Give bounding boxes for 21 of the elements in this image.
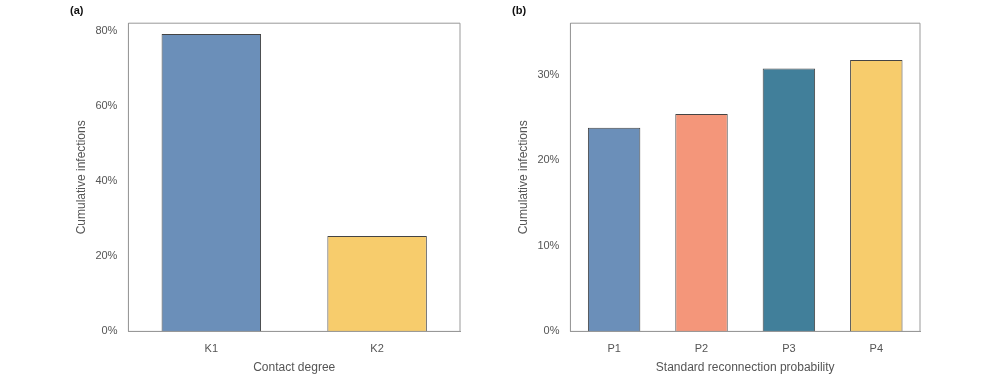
x-tick-label: P3	[782, 342, 796, 355]
x-tick-label: P4	[869, 342, 884, 355]
x-tick-label: P1	[607, 342, 621, 355]
chart-title: (b)	[512, 3, 527, 16]
y-tick-label: 20%	[95, 249, 118, 262]
y-tick-label: 0%	[543, 324, 560, 337]
y-axis-title: Cumulative infections	[73, 120, 88, 235]
x-tick-label: K1	[204, 342, 219, 355]
y-tick-label: 0%	[101, 324, 118, 337]
y-tick-label: 10%	[537, 238, 560, 251]
y-axis-title: Cumulative infections	[515, 120, 530, 235]
x-axis-title: Standard reconnection probability	[655, 360, 835, 375]
y-tick-label: 40%	[95, 174, 118, 187]
x-tick-label: K2	[370, 342, 384, 355]
chart-title: (a)	[70, 3, 84, 16]
y-tick-label: 30%	[537, 67, 560, 80]
y-tick-label: 20%	[537, 153, 560, 166]
y-tick-label: 60%	[95, 98, 118, 111]
y-tick-label: 80%	[95, 23, 118, 36]
x-axis-title: Contact degree	[253, 360, 336, 375]
x-tick-label: P2	[694, 342, 709, 355]
